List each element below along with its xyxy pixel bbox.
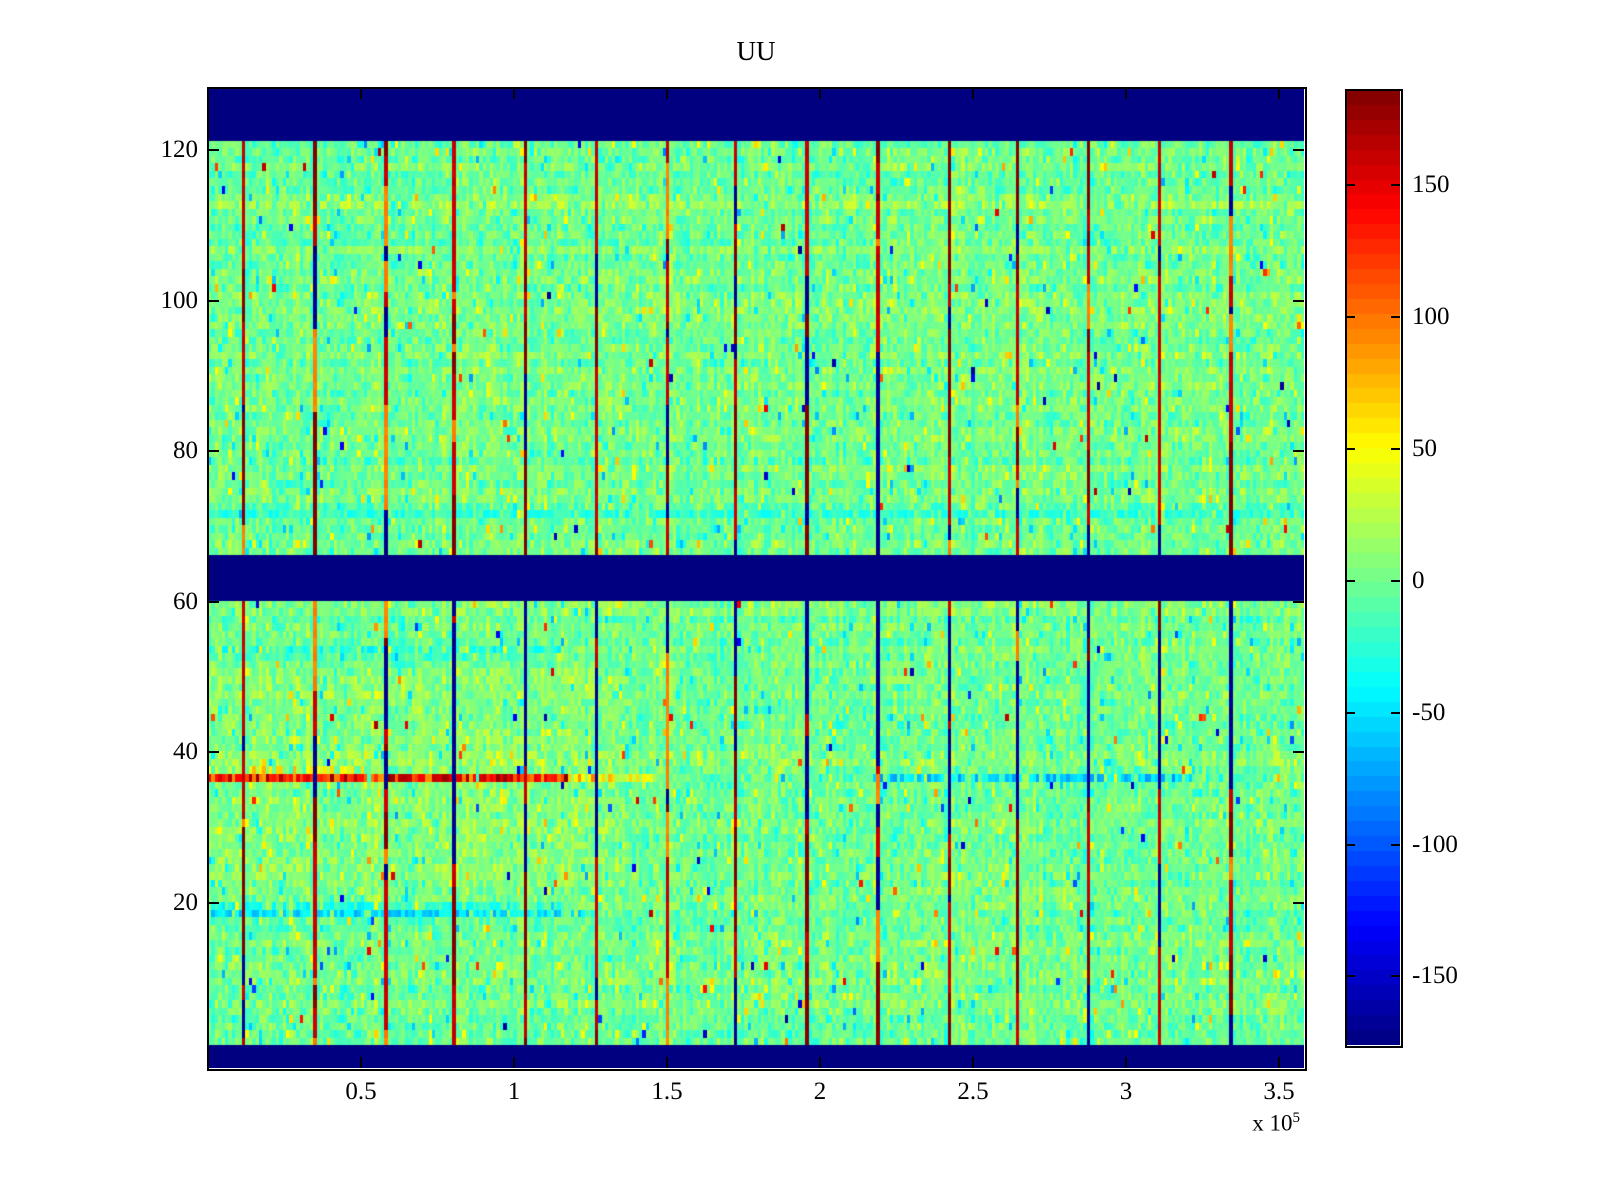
y-axis-tick-label: 40 [173, 738, 198, 765]
x-axis-tick-label: 3 [1119, 1078, 1133, 1105]
colorbar-tick-label: -50 [1412, 699, 1446, 726]
x-axis-tick-label: 1 [507, 1078, 521, 1105]
y-axis-tick-label: 120 [160, 136, 199, 163]
y-axis-tick-label: 100 [160, 287, 199, 314]
colorbar-tick-label: 0 [1412, 567, 1425, 594]
colorbar-tick-label: -150 [1412, 962, 1458, 989]
x-axis-tick-label: 2 [813, 1078, 827, 1105]
y-axis-tick-label: 80 [173, 437, 198, 464]
x-axis-tick-label: 3.5 [1263, 1078, 1295, 1105]
x-axis-exponent-label: x 105 [1180, 1110, 1300, 1137]
y-axis-tick-label: 60 [173, 588, 198, 615]
x-axis-tick-label: 2.5 [957, 1078, 989, 1105]
colorbar-canvas [1346, 90, 1400, 1045]
colorbar-tick-label: 50 [1412, 435, 1437, 462]
colorbar-tick-label: 100 [1412, 303, 1450, 330]
heatmap-canvas [208, 88, 1304, 1068]
exponent-prefix: x 10 [1252, 1110, 1293, 1136]
plot-title: UU [736, 36, 776, 66]
colorbar-tick-label: -100 [1412, 831, 1458, 858]
x-axis-tick-label: 0.5 [345, 1078, 377, 1105]
exponent-value: 5 [1292, 1110, 1301, 1126]
x-axis-tick-label: 1.5 [651, 1078, 683, 1105]
y-axis-tick-label: 20 [173, 889, 198, 916]
colorbar-tick-label: 150 [1412, 171, 1450, 198]
